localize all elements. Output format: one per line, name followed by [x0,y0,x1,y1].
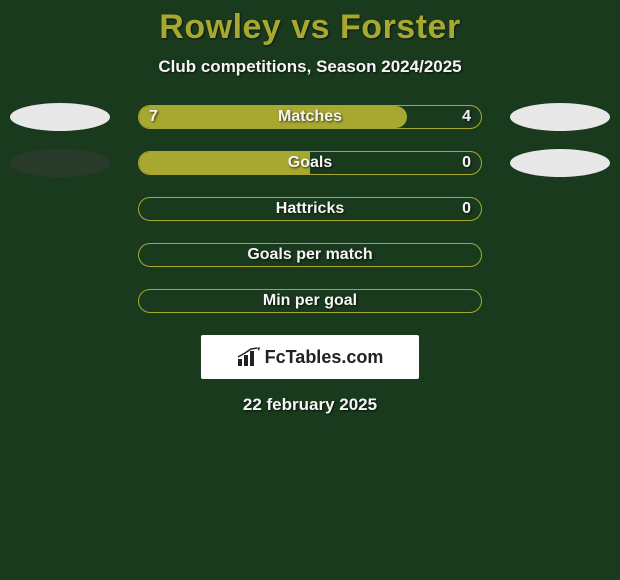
value-right: 0 [462,154,471,172]
metric-label: Goals [288,154,332,172]
bar-track-goals-per-match: Goals per match [138,243,482,267]
stat-row-hattricks: 0 Hattricks [10,197,610,221]
page-subtitle: Club competitions, Season 2024/2025 [0,57,620,77]
value-right: 4 [462,108,471,126]
bar-fill-left [139,152,310,174]
date-text: 22 february 2025 [0,395,620,415]
stat-row-matches: 7 4 Matches [10,105,610,129]
branding-text: FcTables.com [265,347,384,368]
branding-box: FcTables.com [201,335,419,379]
bar-track-goals: 0 Goals [138,151,482,175]
stat-row-min-per-goal: Min per goal [10,289,610,313]
chart-area: 7 4 Matches 0 Goals 0 Hattricks Goals per match… [0,105,620,313]
stat-row-goals: 0 Goals [10,151,610,175]
bar-track-hattricks: 0 Hattricks [138,197,482,221]
page-title: Rowley vs Forster [0,8,620,47]
metric-label: Hattricks [276,200,344,218]
comparison-infographic: Rowley vs Forster Club competitions, Sea… [0,0,620,415]
player-right-shape [510,149,610,177]
bar-track-min-per-goal: Min per goal [138,289,482,313]
chart-bar-icon [237,347,261,367]
player-left-shape [10,149,110,177]
metric-label: Min per goal [263,292,357,310]
player-left-shape [10,103,110,131]
metric-label: Matches [278,108,342,126]
stat-row-goals-per-match: Goals per match [10,243,610,267]
player-right-shape [510,103,610,131]
value-right: 0 [462,200,471,218]
bar-track-matches: 7 4 Matches [138,105,482,129]
metric-label: Goals per match [247,246,372,264]
value-left: 7 [149,108,158,126]
